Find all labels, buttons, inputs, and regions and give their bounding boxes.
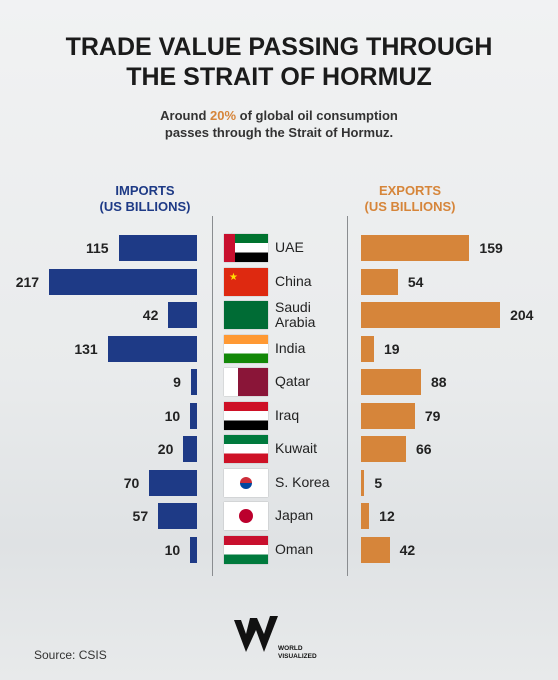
legend-unit: (US BILLIONS) [99, 199, 191, 214]
value-label: 9 [173, 374, 181, 390]
bar [361, 369, 421, 395]
value-label: 42 [142, 307, 159, 323]
bar [190, 402, 197, 429]
bar [361, 335, 374, 362]
value-label: 88 [431, 374, 447, 390]
category-label: Japan [275, 507, 314, 523]
value-label: 70 [123, 474, 140, 491]
value-label: 159 [479, 240, 503, 256]
imports-header: IMPORTS (US BILLIONS) [65, 183, 225, 215]
bar [49, 268, 197, 295]
bar [183, 436, 197, 462]
bar [168, 302, 197, 328]
category-label: Oman [275, 540, 314, 557]
divider [347, 216, 348, 576]
flag [224, 468, 268, 497]
value-label: 57 [132, 508, 149, 524]
flag-emblem [239, 509, 253, 523]
flag [224, 301, 268, 329]
category-label: China [275, 272, 312, 289]
bar [361, 469, 365, 496]
bar [361, 503, 370, 529]
category-label: Kuwait [275, 440, 318, 456]
bar [158, 503, 197, 529]
value-label: 42 [399, 541, 416, 558]
value-label: 12 [379, 508, 395, 524]
subtitle-text: of global oil consumption passes through… [164, 108, 398, 140]
value-label: 66 [416, 441, 432, 457]
subtitle-text: Around [160, 108, 207, 123]
subtitle: Around 20% of global oil consumption pas… [0, 107, 558, 141]
exports-header: EXPORTS (US BILLIONS) [330, 183, 490, 215]
category-label: Iraq [275, 406, 300, 423]
value-label: 20 [157, 441, 174, 457]
value-label: 5 [374, 474, 383, 491]
bar [361, 235, 470, 261]
value-label: 79 [424, 407, 441, 424]
value-label: 10 [164, 407, 181, 424]
flag-emblem [240, 476, 252, 489]
value-label: 115 [85, 240, 109, 256]
category-label: S. Korea [275, 473, 330, 490]
category-label: UAE [275, 239, 304, 255]
divider [212, 216, 213, 576]
flag [224, 368, 268, 396]
bar [149, 469, 197, 496]
value-label: 131 [74, 340, 98, 357]
bar [118, 235, 197, 261]
brand-logo [234, 616, 278, 652]
flag [224, 401, 268, 430]
bar [361, 302, 501, 328]
bar [190, 536, 197, 563]
bar [361, 436, 406, 462]
legend-label: IMPORTS [115, 183, 175, 198]
flag: ★ [224, 267, 268, 296]
legend-unit: (US BILLIONS) [364, 199, 456, 214]
category-label: Saudi Arabia [275, 299, 316, 330]
bar [361, 402, 415, 429]
flag [224, 535, 268, 564]
flag-star: ★ [229, 271, 238, 283]
category-label: Qatar [275, 373, 311, 389]
legend-label: EXPORTS [378, 183, 442, 198]
flag [224, 502, 268, 530]
value-label: 54 [407, 273, 424, 290]
flag [224, 234, 268, 262]
value-label: 204 [510, 307, 534, 323]
flag [224, 435, 268, 463]
bar [190, 369, 197, 395]
bar [107, 335, 197, 362]
flag [224, 334, 268, 363]
category-label: India [275, 339, 306, 356]
value-label: 19 [383, 340, 400, 357]
chart-title: TRADE VALUE PASSING THROUGH THE STRAIT O… [65, 33, 493, 91]
value-label: 217 [15, 273, 40, 290]
source: Source: CSIS [34, 648, 107, 662]
value-label: 10 [164, 541, 181, 558]
subtitle-highlight: 20% [210, 108, 237, 123]
brand: WORLD VISUALIZED [278, 645, 317, 660]
bar [361, 268, 398, 295]
bar [361, 536, 390, 563]
